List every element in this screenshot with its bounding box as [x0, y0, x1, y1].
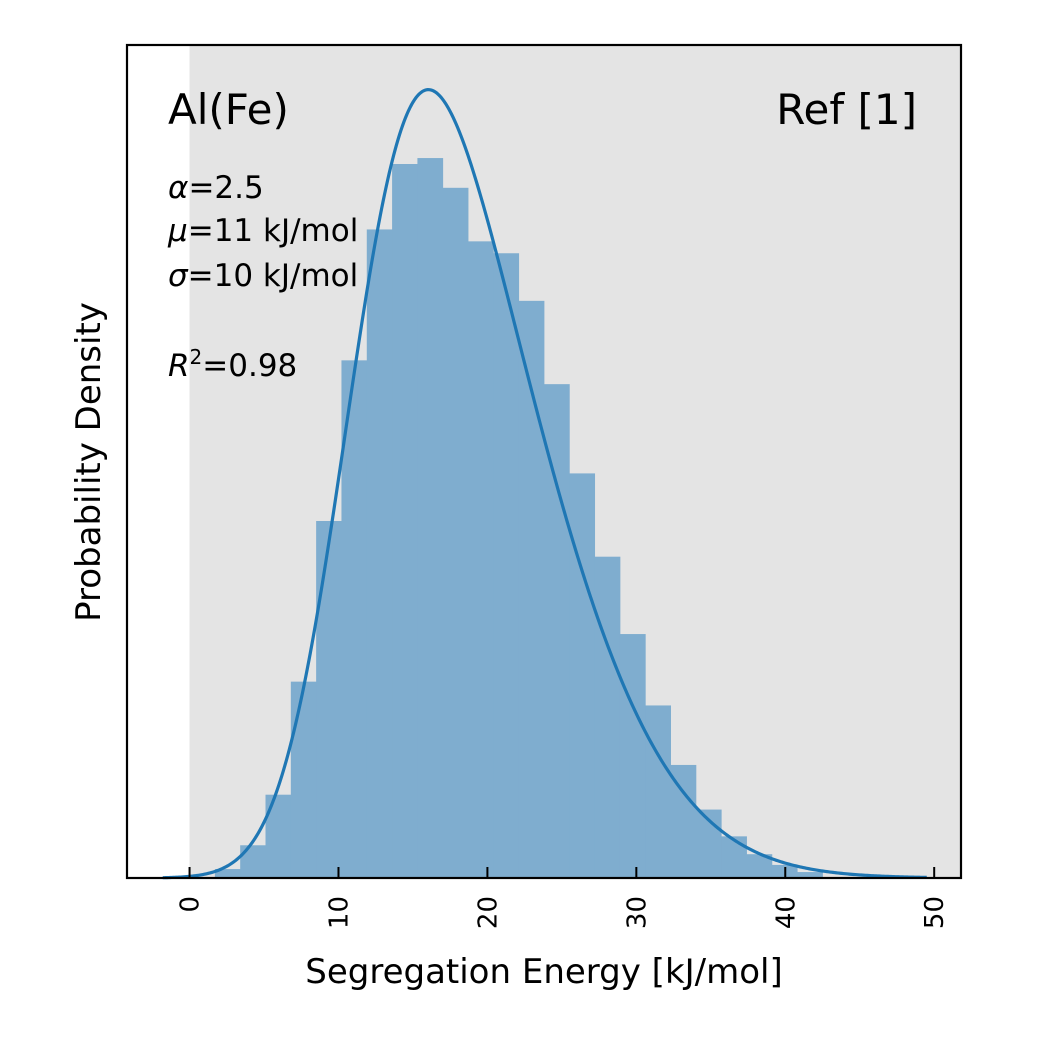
histogram-bar [493, 253, 520, 878]
histogram-bar [797, 872, 823, 878]
plot-frame [125, 43, 963, 880]
histogram-bar [341, 360, 368, 879]
histogram-bar [569, 473, 596, 878]
histogram-bar [746, 854, 773, 878]
histogram-bar [544, 384, 570, 878]
histogram-bar [721, 836, 747, 878]
x-tick-label: 0 [176, 896, 206, 913]
histogram-bar [594, 556, 621, 878]
histogram-bar [214, 869, 241, 878]
histogram-bar [619, 634, 646, 878]
histogram-bar [290, 681, 317, 878]
sigma-param: σ=10 kJ/mol [168, 258, 358, 294]
histogram-bar [518, 300, 545, 879]
r-squared-param: R2=0.98 [168, 345, 297, 384]
x-tick-label: 30 [622, 896, 652, 929]
histogram-bar [468, 241, 494, 879]
x-tick-label: 20 [473, 896, 503, 929]
x-tick-label: 40 [771, 896, 801, 929]
x-tick-label: 10 [324, 896, 354, 929]
fit-curve [162, 88, 927, 880]
system-label: Al(Fe) [168, 85, 289, 134]
histogram-bar [645, 705, 671, 878]
histogram-bar [240, 845, 266, 878]
histogram-bar [670, 764, 697, 878]
reference-label: Ref [1] [776, 85, 917, 134]
x-axis-ticks: 0 10 20 30 40 50 [176, 867, 950, 929]
x-tick-label: 50 [920, 896, 950, 929]
histogram-bar [442, 187, 469, 879]
y-axis-label: Probability Density [69, 302, 109, 622]
alpha-param: α=2.5 [168, 170, 264, 206]
x-axis-label: Segregation Energy [kJ/mol] [305, 952, 783, 992]
histogram-bar [392, 164, 418, 878]
mu-param: μ=11 kJ/mol [167, 213, 358, 249]
histogram-bar [366, 229, 393, 878]
histogram-bar [417, 158, 444, 879]
histogram-bars [214, 158, 823, 879]
histogram-bar [316, 521, 342, 878]
